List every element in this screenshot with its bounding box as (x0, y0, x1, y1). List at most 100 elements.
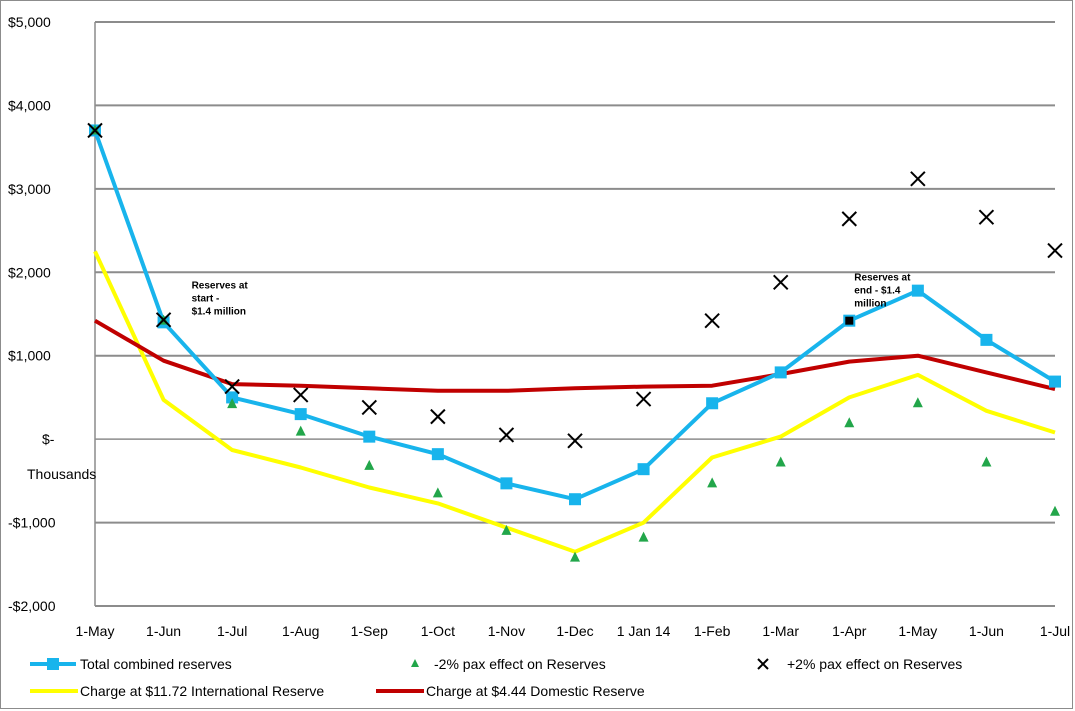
plus-2pct-point-stroke (224, 378, 240, 395)
axis-layer: $5,000 $4,000 $3,000 $2,000 $1,000 $- -$1,000 -… (8, 14, 1070, 639)
x-tick-label: 1-Jul (1040, 623, 1070, 639)
x-tick-label: 1-Aug (282, 623, 319, 639)
minus-2pct-point (227, 398, 238, 409)
y-tick-label: -$2,000 (8, 598, 56, 614)
legend-label: Total combined reserves (80, 656, 232, 672)
series-line-international (93, 250, 1056, 554)
y-tick-label: $- (42, 431, 55, 447)
plus-2pct-point-stroke (155, 312, 172, 328)
minus-2pct-point (844, 417, 855, 428)
total-point (637, 463, 650, 476)
plus-2pct-point (567, 433, 583, 449)
total-point (911, 284, 924, 297)
x-tick-label: 1-Feb (694, 623, 731, 639)
series-layer (87, 122, 1063, 562)
legend-swatch-marker (47, 658, 59, 670)
plus-2pct-point (224, 378, 240, 395)
total-point (569, 493, 581, 506)
minus-2pct-point (364, 459, 375, 470)
minus-2pct-point (912, 397, 923, 408)
plus-2pct-point (841, 211, 857, 227)
plus-2pct-point-stroke (635, 391, 652, 407)
x-tick-label: 1-Oct (421, 623, 455, 639)
plus-2pct-point (910, 171, 926, 187)
minus-2pct-point (570, 551, 580, 562)
plus-2pct-point-stroke (498, 427, 515, 443)
annotation-text: million (854, 299, 886, 310)
annotation-marker (845, 316, 854, 325)
plus-2pct-point-stroke (361, 399, 377, 416)
legend-item: Charge at $4.44 Domestic Reserve (376, 683, 645, 699)
total-point (431, 448, 444, 461)
legend-swatch (757, 658, 769, 670)
x-tick-label: 1-Apr (832, 623, 867, 639)
plus-2pct-point (1047, 242, 1063, 259)
minus-2pct-point (1050, 505, 1060, 516)
annotation-text: start - (192, 293, 220, 304)
plus-2pct-point-stroke (293, 387, 309, 403)
x-tick-label: 1-May (76, 623, 115, 639)
x-tick-label: 1-Sep (351, 623, 389, 639)
minus-2pct-point (295, 425, 306, 436)
minus-2pct-point (501, 524, 512, 535)
x-tick-label: 1-Jul (217, 623, 247, 639)
total-point (706, 397, 719, 410)
legend-label: +2% pax effect on Reserves (787, 656, 962, 672)
plus-2pct-point (978, 209, 995, 225)
legend-item: -2% pax effect on Reserves (411, 656, 606, 672)
legend-label: Charge at $11.72 International Reserve (80, 683, 324, 699)
legend-label: -2% pax effect on Reserves (434, 656, 606, 672)
legend: Total combined reserves -2% pax effect on… (30, 656, 962, 699)
annotation-text: Reserves at (854, 273, 911, 284)
plus-2pct-point (498, 427, 515, 443)
x-tick-label: 1 Jan 14 (617, 623, 671, 639)
annotation-text: $1.4 million (192, 306, 246, 317)
x-tick-label: 1-Mar (762, 623, 799, 639)
plus-2pct-point (293, 387, 309, 403)
plus-2pct-point (635, 391, 652, 407)
total-point (1049, 375, 1061, 388)
minus-2pct-point (775, 456, 786, 467)
legend-swatch (411, 659, 419, 667)
annotation-layer: Reserves at start - $1.4 million Reserves a… (192, 273, 911, 325)
x-tick-label: 1-May (898, 623, 937, 639)
plus-2pct-point-stroke (841, 211, 857, 227)
plus-2pct-point-stroke (978, 209, 995, 225)
legend-item: +2% pax effect on Reserves (757, 656, 962, 672)
y-axis-label: Thousands (27, 466, 96, 482)
minus-2pct-point (981, 456, 992, 467)
plus-2pct-point-stroke (430, 408, 446, 425)
total-point (774, 366, 787, 379)
x-tick-label: 1-Dec (556, 623, 593, 639)
plus-2pct-point (704, 312, 720, 329)
plus-2pct-point-stroke (773, 274, 789, 291)
plus-2pct-point-stroke (704, 312, 720, 329)
x-tick-label: 1-Jun (969, 623, 1004, 639)
series-line-domestic (93, 318, 1056, 393)
minus-2pct-point (707, 477, 718, 488)
plus-2pct-point (430, 408, 446, 425)
plus-2pct-point (87, 122, 103, 139)
y-tick-label: $2,000 (8, 264, 51, 280)
plus-2pct-point-stroke (910, 171, 926, 187)
x-tick-label: 1-Nov (488, 623, 525, 639)
y-tick-label: $1,000 (8, 348, 51, 364)
x-tick-label: 1-Jun (146, 623, 181, 639)
minus-2pct-point (432, 487, 443, 498)
y-tick-label: -$1,000 (8, 515, 56, 531)
legend-item: Charge at $11.72 International Reserve (30, 683, 324, 699)
y-tick-label: $5,000 (8, 14, 51, 30)
y-tick-label: $3,000 (8, 181, 51, 197)
total-point (980, 333, 993, 346)
plus-2pct-point-stroke (87, 122, 103, 139)
plus-2pct-point (155, 312, 172, 328)
y-tick-label: $4,000 (8, 97, 51, 113)
legend-item: Total combined reserves (30, 656, 232, 672)
plus-2pct-point (773, 274, 789, 291)
total-point (500, 477, 513, 490)
annotation-text: Reserves at (192, 280, 249, 291)
legend-label: Charge at $4.44 Domestic Reserve (426, 683, 645, 699)
total-point (363, 430, 376, 443)
total-point (294, 408, 307, 421)
